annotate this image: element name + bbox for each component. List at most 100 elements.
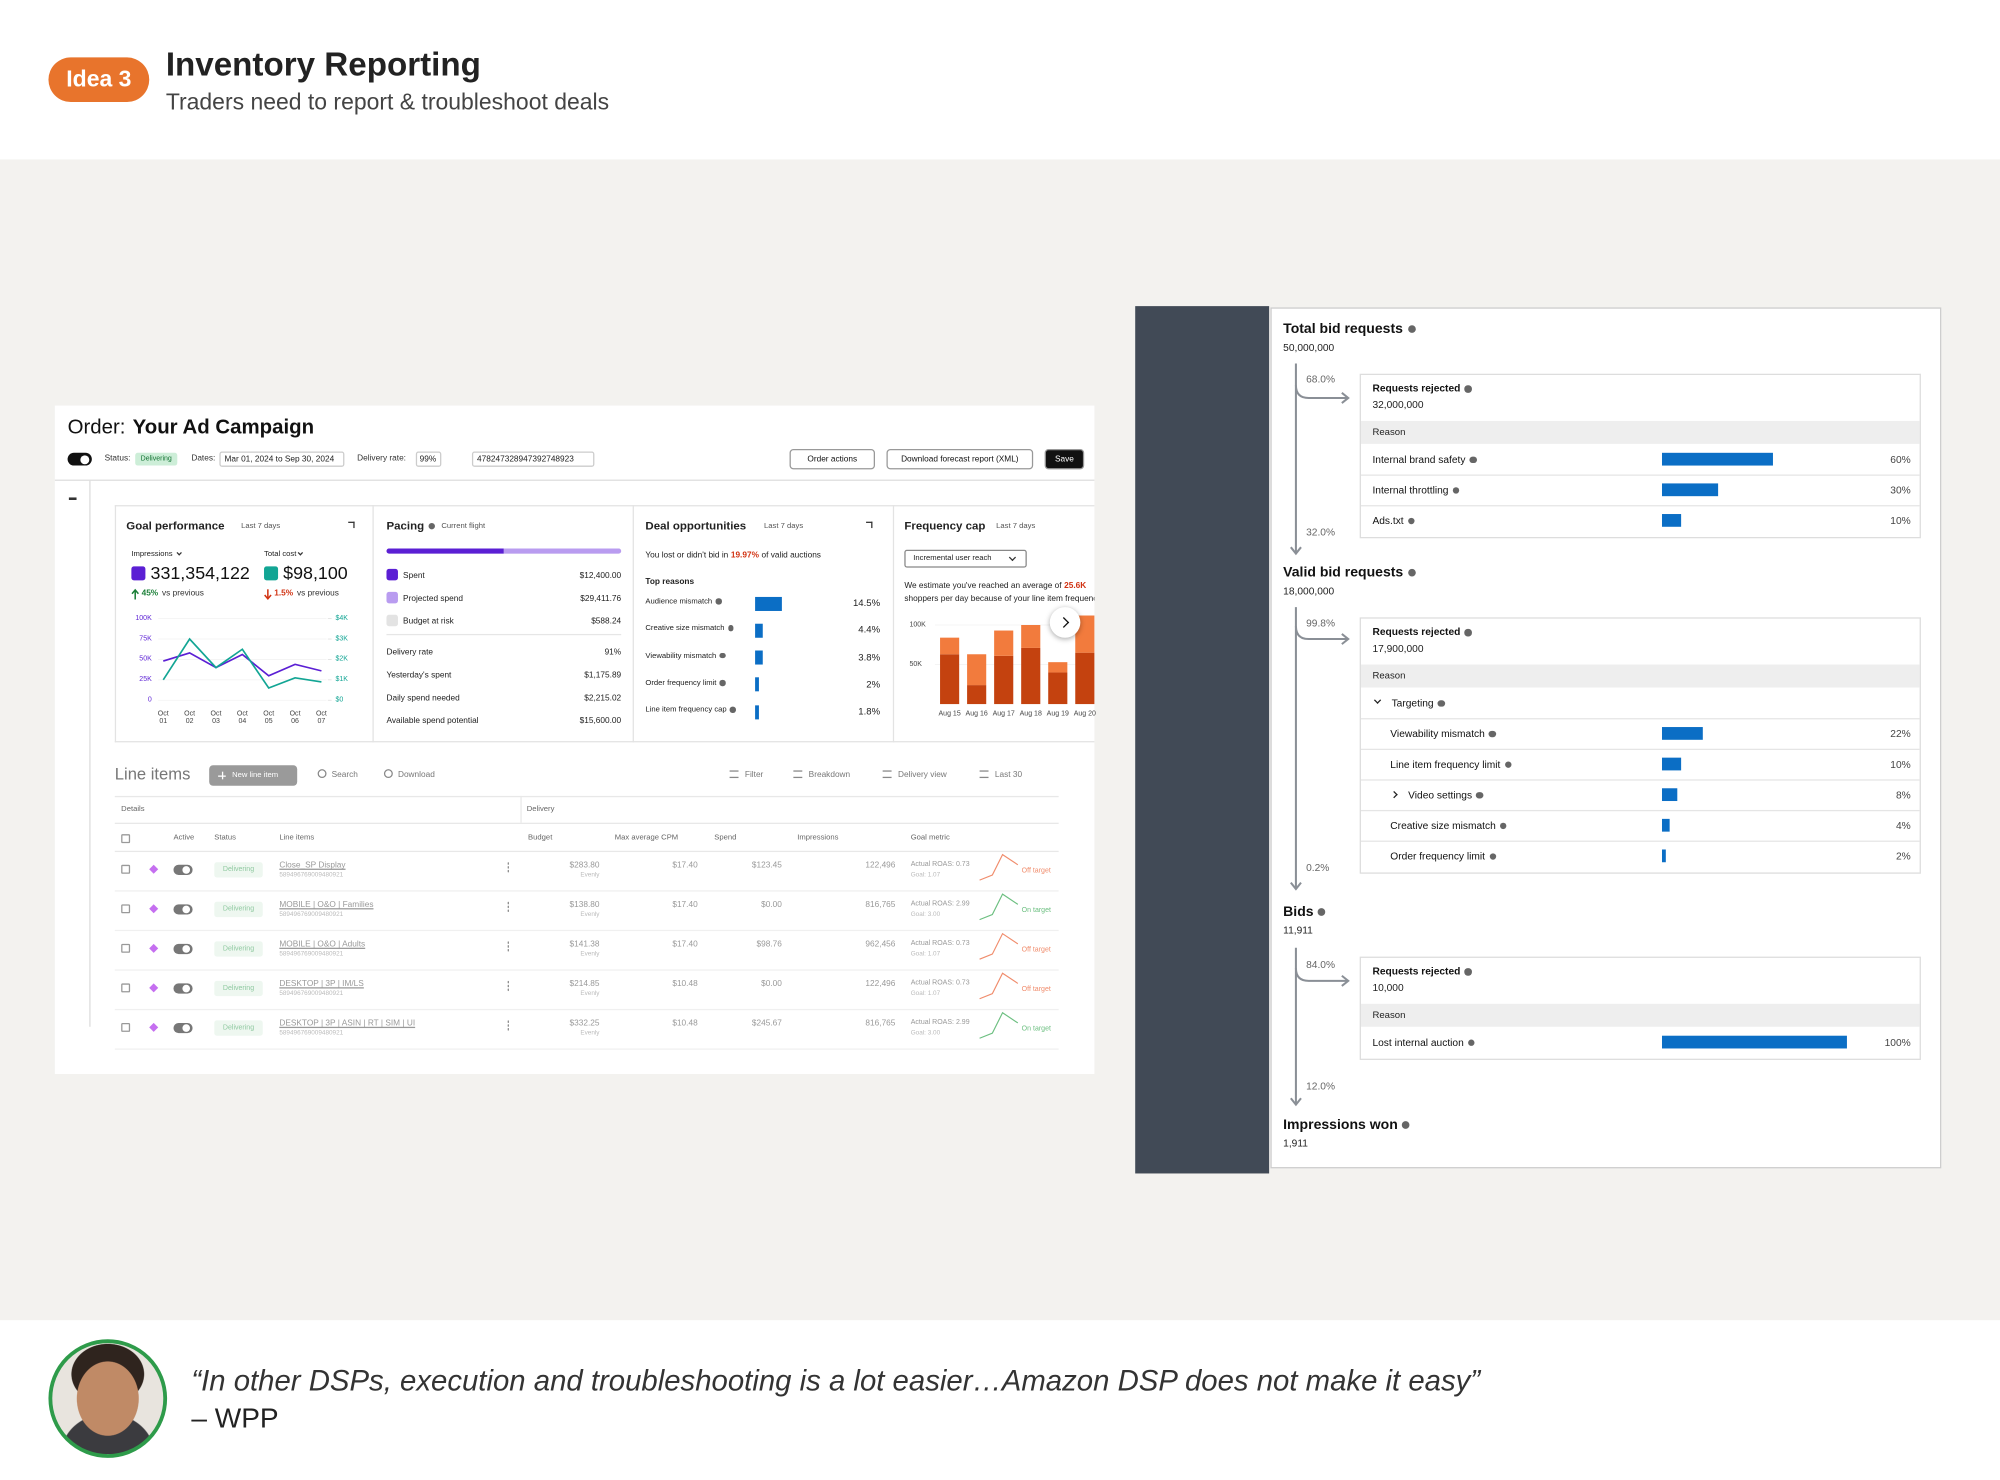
flow-branch: [1294, 968, 1349, 982]
dropdown[interactable]: Incremental user reach: [904, 549, 1027, 568]
tool-icon: [317, 769, 327, 779]
y-tick-label: 75K: [139, 634, 152, 643]
toggle-knob: [182, 905, 191, 914]
metric-value: 331,354,122: [150, 562, 250, 583]
reason-value: 8%: [1895, 788, 1911, 801]
reason-value: 60%: [1890, 453, 1911, 465]
reason-header-bg: [1360, 1003, 1920, 1027]
reason-value: 10%: [1890, 758, 1911, 770]
note-line: We estimate you've reached an average of…: [904, 582, 1086, 592]
reason-name: Creative size mismatch: [1390, 820, 1507, 832]
date-field: Mar 01, 2024 to Sep 30, 2024: [219, 451, 345, 467]
view-label: Filter: [744, 770, 764, 780]
bar: [755, 596, 782, 611]
divider: [386, 633, 622, 636]
sparkline: [979, 1011, 1019, 1039]
y2-tick-label: $0: [335, 695, 344, 704]
checkbox[interactable]: [121, 904, 131, 914]
checkbox[interactable]: [121, 983, 131, 993]
button[interactable]: Save: [1044, 448, 1085, 470]
flow-arrowhead: [1290, 1097, 1302, 1107]
bar: [967, 685, 987, 705]
stat-label: Daily spend needed: [386, 693, 460, 703]
table-rule: [114, 795, 1059, 798]
column-header: Max average CPM: [614, 834, 679, 842]
budget-value: $12,400.00: [579, 570, 622, 580]
kebab: [507, 869, 509, 872]
checkbox[interactable]: [121, 1022, 131, 1032]
group-header: Delivery: [526, 806, 555, 814]
checkbox[interactable]: [121, 834, 131, 844]
tool-label: Download: [397, 770, 435, 780]
reason-label: Audience mismatch: [645, 598, 722, 607]
pacing: Evenly: [580, 989, 600, 998]
sidebar: [1135, 306, 1270, 1174]
widget-title: Frequency cap: [904, 519, 986, 532]
line: [163, 652, 322, 677]
metric-change: 45% vs previous: [142, 589, 204, 599]
text: of valid auctions: [761, 551, 821, 560]
reason-name: Ads.txt: [1372, 515, 1415, 527]
widget-divider: [892, 505, 895, 743]
button[interactable]: Order actions: [789, 448, 875, 470]
widget-title: Deal opportunities: [645, 519, 747, 532]
stage-count: 11,911: [1283, 924, 1313, 937]
reason-box: [1359, 617, 1921, 874]
stage-count: 18,000,000: [1283, 585, 1335, 597]
rate: 99%: [419, 455, 437, 465]
kebab: [507, 1028, 509, 1030]
title: Inventory Reporting: [165, 44, 481, 83]
goal-chart: [158, 618, 332, 701]
budget: $214.85: [569, 979, 600, 989]
expand-icon[interactable]: [866, 521, 873, 529]
kebab: [507, 901, 509, 904]
budget: $138.80: [569, 900, 600, 910]
section-label: Top reasons: [645, 577, 695, 587]
note-line: shoppers per day because of your line it…: [904, 594, 1094, 604]
column-header: Line items: [279, 834, 315, 842]
kebab: [507, 988, 509, 991]
legend-swatch: [386, 591, 398, 604]
frequency-chart: [934, 615, 1095, 705]
row-rule: [1360, 779, 1920, 781]
dropdown-label: Incremental user reach: [913, 554, 992, 563]
kebab: [507, 945, 509, 948]
stage-name: Total bid requests: [1283, 321, 1416, 337]
line: [162, 637, 322, 690]
new-button[interactable]: New line item: [209, 765, 298, 786]
expand-icon[interactable]: [348, 521, 355, 529]
column-header: Spend: [714, 834, 737, 842]
line-item-id: 589496769009480921: [279, 1029, 344, 1037]
reason-label: Viewability mismatch: [645, 653, 726, 662]
x-tick-label: Oct 05: [263, 710, 275, 727]
button[interactable]: Download forecast report (XML): [886, 448, 1034, 470]
sparkline-path: [979, 932, 1019, 960]
y2-tick-label: $4K: [335, 614, 348, 622]
bar: [967, 654, 987, 686]
toggle-knob: [182, 945, 191, 953]
status-badge: Delivering: [214, 941, 263, 957]
status-badge: Delivering: [214, 980, 263, 997]
reason-value: 22%: [1890, 727, 1911, 740]
metric-swatch: [131, 566, 146, 581]
toggle-knob: [182, 984, 191, 993]
target-status: Off target: [1021, 946, 1051, 955]
target-status: On target: [1021, 1025, 1051, 1034]
flow-arrowhead: [1341, 633, 1350, 645]
widgets: [114, 505, 1095, 743]
order-name: Your Ad Campaign: [132, 417, 315, 439]
button-label: Order actions: [807, 454, 858, 464]
kebab: [507, 948, 509, 951]
checkbox[interactable]: [121, 943, 131, 953]
bar: [1661, 757, 1681, 771]
line-item-name: DESKTOP | 3P | IM/LS: [279, 979, 364, 989]
x-tick-label: Oct 03: [210, 710, 222, 727]
flow-arrowhead: [1290, 546, 1302, 556]
checkbox[interactable]: [121, 864, 131, 874]
next-button[interactable]: [1049, 607, 1081, 638]
reason-value: 2%: [1895, 850, 1911, 862]
cpm: $17.40: [672, 900, 698, 910]
bar: [994, 630, 1014, 656]
text: We estimate you've reached an average of: [904, 581, 1062, 591]
goal-actual: Actual ROAS: 2.99: [910, 900, 970, 909]
